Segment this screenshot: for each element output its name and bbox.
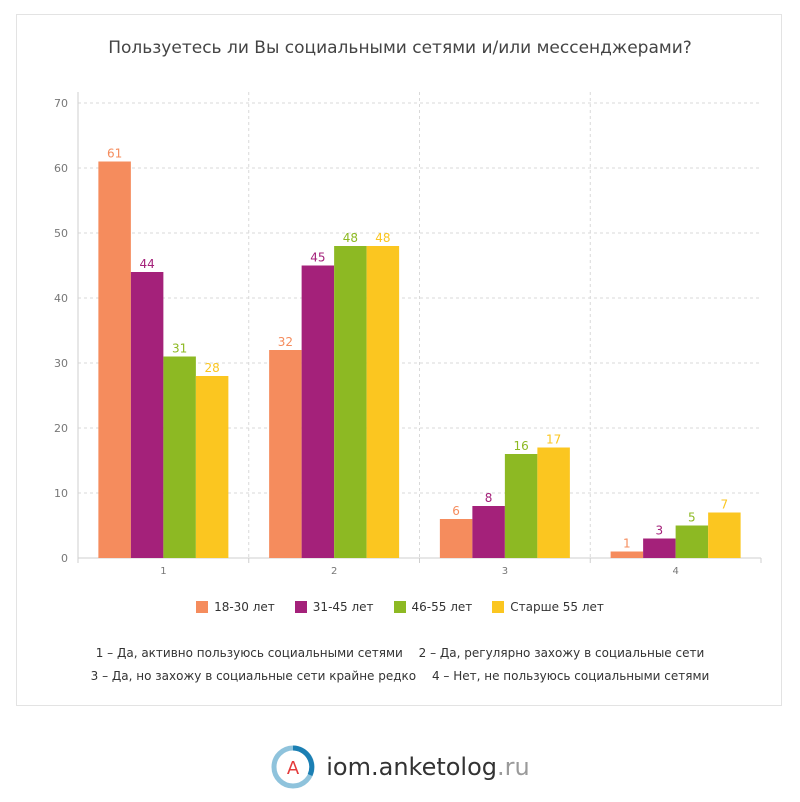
legend-item-18-30[interactable]: 18-30 лет (196, 600, 275, 614)
bar-value-label: 17 (546, 433, 561, 447)
axes: 0 10 20 30 40 50 60 70 1 2 3 4 (54, 92, 762, 577)
y-tick-label: 0 (61, 552, 68, 565)
bar[interactable] (269, 350, 302, 558)
logo-letter: A (287, 758, 300, 779)
bar[interactable] (439, 519, 473, 558)
bar-value-label: 32 (278, 335, 293, 349)
bar[interactable] (675, 525, 709, 559)
bar[interactable] (334, 246, 367, 558)
bar-value-label: 44 (139, 257, 154, 271)
y-tick-label: 40 (54, 292, 68, 305)
bar[interactable] (195, 376, 229, 558)
legend-label: 46-55 лет (411, 600, 473, 614)
notes-line-1: 1 – Да, активно пользуюсь социальными се… (0, 642, 800, 665)
y-tick-label: 10 (54, 487, 68, 500)
legend-item-31-45[interactable]: 31-45 лет (294, 600, 374, 614)
x-tick-label: 4 (672, 566, 678, 577)
bar-value-label: 48 (375, 231, 390, 245)
bar-value-label: 61 (107, 147, 122, 161)
note-2: 2 – Да, регулярно захожу в социальные се… (418, 646, 705, 660)
x-tick-label: 2 (331, 566, 337, 577)
bar[interactable] (537, 447, 570, 559)
note-1: 1 – Да, активно пользуюсь социальными се… (95, 646, 403, 660)
notes-line-2: 3 – Да, но захожу в социальные сети край… (0, 665, 800, 688)
x-tick-label: 1 (160, 566, 166, 577)
y-tick-label: 70 (54, 97, 68, 110)
bar[interactable] (98, 161, 131, 559)
legend-swatch (294, 601, 307, 613)
bar-value-label: 48 (343, 231, 358, 245)
bar-value-label: 31 (172, 342, 187, 356)
chart-title: Пользуетесь ли Вы социальными сетями и/и… (108, 38, 692, 58)
brand[interactable]: A iom.anketolog.ru (0, 744, 800, 790)
note-4: 4 – Нет, не пользуюсь социальными сетями (431, 669, 710, 683)
legend-label: 18-30 лет (214, 600, 275, 614)
bar[interactable] (366, 246, 400, 558)
y-tick-label: 30 (54, 357, 68, 370)
bar[interactable] (301, 265, 335, 559)
bar[interactable] (643, 538, 676, 559)
bar[interactable] (472, 506, 505, 558)
legend-label: 31-45 лет (312, 600, 374, 614)
bar-value-label: 6 (452, 504, 460, 518)
bar[interactable] (130, 272, 164, 558)
bar-value-label: 28 (204, 361, 219, 375)
bar-value-label: 45 (310, 251, 325, 265)
legend-swatch (196, 601, 209, 613)
y-tick-label: 20 (54, 422, 68, 435)
bar[interactable] (708, 512, 741, 559)
y-tick-label: 50 (54, 227, 68, 240)
legend: 18-30 лет 31-45 лет 46-55 лет Старше 55 … (0, 600, 800, 614)
bar-value-label: 8 (485, 491, 493, 505)
legend-item-46-55[interactable]: 46-55 лет (393, 600, 473, 614)
legend-label: Старше 55 лет (510, 600, 604, 614)
brand-tld: .ru (497, 753, 530, 781)
bar-value-label: 1 (623, 537, 631, 551)
bar[interactable] (610, 551, 644, 559)
legend-swatch (393, 601, 406, 613)
legend-item-55-plus[interactable]: Старше 55 лет (492, 600, 604, 614)
category-notes: 1 – Да, активно пользуюсь социальными се… (0, 642, 800, 688)
bar-value-label: 16 (513, 439, 528, 453)
x-tick-label: 3 (502, 566, 508, 577)
bar[interactable] (504, 454, 538, 558)
bar[interactable] (163, 356, 196, 559)
y-tick-label: 60 (54, 162, 68, 175)
note-3: 3 – Да, но захожу в социальные сети край… (90, 669, 417, 683)
legend-swatch (492, 601, 505, 613)
brand-name-main: iom.anketolog (326, 753, 498, 781)
bar-value-label: 7 (721, 498, 729, 512)
bar-value-label: 3 (656, 524, 664, 538)
brand-name: iom.anketolog.ru (326, 753, 529, 781)
anketolog-logo-icon: A (271, 745, 315, 789)
data-labels: 61 44 31 28 32 45 48 48 6 8 16 17 1 3 5 7 (107, 147, 728, 551)
bars (98, 161, 741, 559)
bar-value-label: 5 (688, 511, 696, 525)
